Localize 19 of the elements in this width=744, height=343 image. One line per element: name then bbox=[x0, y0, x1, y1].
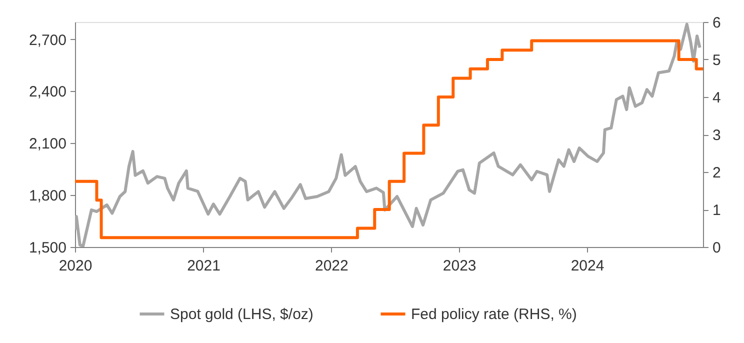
x-tick-label: 2023 bbox=[442, 258, 476, 274]
y2-tick-label: 4 bbox=[712, 90, 721, 106]
y2-tick-label: 3 bbox=[712, 127, 721, 144]
y2-tick-label: 2 bbox=[712, 164, 721, 182]
legend-label: Fed policy rate (RHS, %) bbox=[411, 306, 577, 323]
x-tick-label: 2022 bbox=[314, 258, 348, 274]
y2-tick-label: 1 bbox=[712, 202, 721, 219]
y-tick-label: 1,500 bbox=[28, 240, 66, 256]
y2-tick-label: 0 bbox=[712, 240, 721, 256]
x-tick-label: 2020 bbox=[58, 258, 92, 274]
y2-tick-label: 5 bbox=[712, 52, 721, 69]
y-tick-label: 1,800 bbox=[28, 188, 66, 205]
x-tick-label: 2021 bbox=[187, 258, 220, 274]
y-tick-label: 2,100 bbox=[28, 136, 66, 153]
x-tick-label: 2024 bbox=[570, 258, 604, 274]
y2-tick-label: 6 bbox=[712, 14, 721, 32]
y-tick-label: 2,700 bbox=[28, 32, 66, 49]
y-tick-label: 2,400 bbox=[28, 84, 66, 101]
legend-label: Spot gold (LHS, $/oz) bbox=[170, 306, 314, 323]
